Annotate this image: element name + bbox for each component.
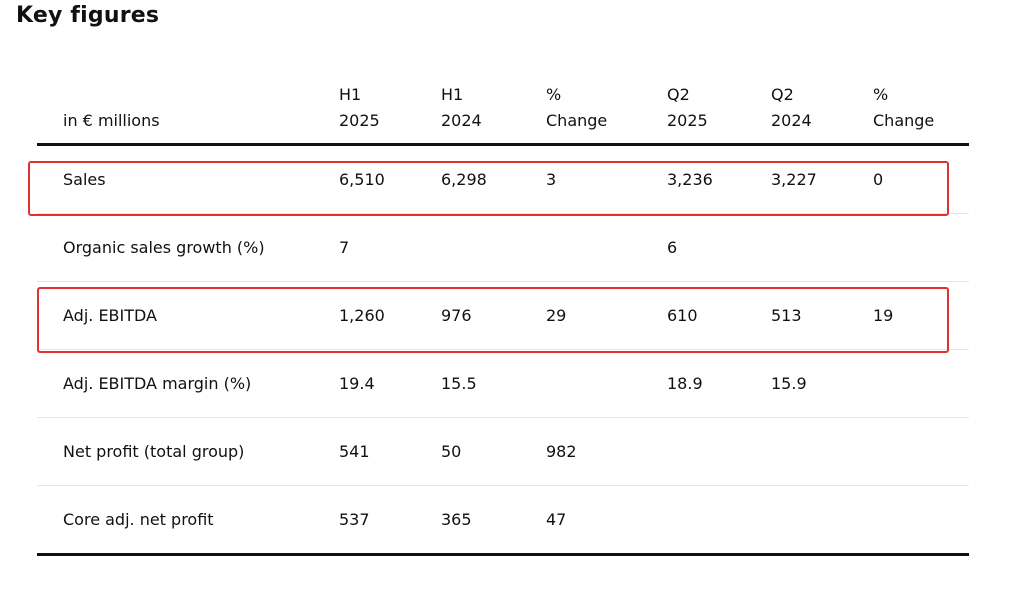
page-title: Key figures xyxy=(16,3,160,28)
table-cell: 1,260 xyxy=(339,306,385,325)
table-row: Sales 6,510 6,298 3 3,236 3,227 0 xyxy=(37,146,969,214)
header-h1-2025: H1 2025 xyxy=(339,85,380,130)
table-cell: 365 xyxy=(441,510,472,529)
row-label: Sales xyxy=(63,170,106,189)
table-cell: 15.5 xyxy=(441,374,477,393)
table-cell: 18.9 xyxy=(667,374,703,393)
table-row: Adj. EBITDA margin (%) 19.4 15.5 18.9 15… xyxy=(37,350,969,418)
row-label: Net profit (total group) xyxy=(63,442,245,461)
key-figures-table: in € millions H1 2025 H1 2024 % Change Q2 20… xyxy=(37,74,969,556)
table-row: Organic sales growth (%) 7 6 xyxy=(37,214,969,282)
table-cell: 3,227 xyxy=(771,170,817,189)
header-h1-change: % Change xyxy=(546,85,608,130)
header-unit-label: in € millions xyxy=(63,111,160,130)
table-cell: 6 xyxy=(667,238,678,257)
table-cell: 7 xyxy=(339,238,350,257)
table-header: in € millions H1 2025 H1 2024 % Change Q2 20… xyxy=(37,74,969,146)
table-cell: 6,510 xyxy=(339,170,385,189)
table-cell: 541 xyxy=(339,442,370,461)
row-label: Core adj. net profit xyxy=(63,510,214,529)
table-row: Core adj. net profit 537 365 47 xyxy=(37,486,969,556)
table-cell: 29 xyxy=(546,306,567,325)
table-cell: 6,298 xyxy=(441,170,487,189)
table-cell: 976 xyxy=(441,306,472,325)
table-cell: 610 xyxy=(667,306,698,325)
table-cell: 3 xyxy=(546,170,557,189)
table-cell: 50 xyxy=(441,442,462,461)
table-cell: 982 xyxy=(546,442,577,461)
row-label: Organic sales growth (%) xyxy=(63,238,265,257)
table-cell: 513 xyxy=(771,306,802,325)
table-cell: 15.9 xyxy=(771,374,807,393)
table-cell: 3,236 xyxy=(667,170,713,189)
header-q2-2025: Q2 2025 xyxy=(667,85,708,130)
table-cell: 47 xyxy=(546,510,567,529)
table-cell: 19 xyxy=(873,306,894,325)
table-cell: 19.4 xyxy=(339,374,375,393)
header-q2-2024: Q2 2024 xyxy=(771,85,812,130)
table-cell: 0 xyxy=(873,170,884,189)
table-cell: 537 xyxy=(339,510,370,529)
table-row: Adj. EBITDA 1,260 976 29 610 513 19 xyxy=(37,282,969,350)
table-row: Net profit (total group) 541 50 982 xyxy=(37,418,969,486)
header-h1-2024: H1 2024 xyxy=(441,85,482,130)
row-label: Adj. EBITDA margin (%) xyxy=(63,374,252,393)
row-label: Adj. EBITDA xyxy=(63,306,157,325)
header-q2-change: % Change xyxy=(873,85,935,130)
